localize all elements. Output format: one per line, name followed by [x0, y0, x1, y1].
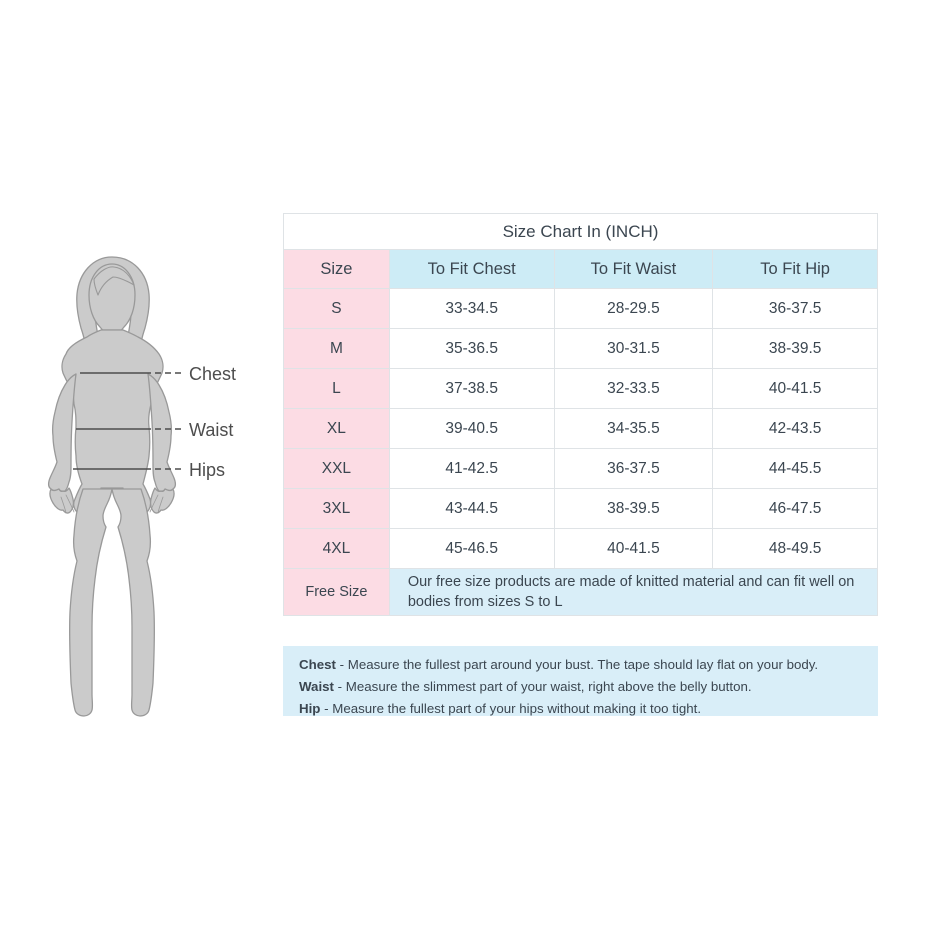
svg-text:Waist: Waist — [189, 420, 233, 440]
svg-text:Chest: Chest — [189, 364, 236, 384]
svg-text:Hips: Hips — [189, 460, 225, 480]
